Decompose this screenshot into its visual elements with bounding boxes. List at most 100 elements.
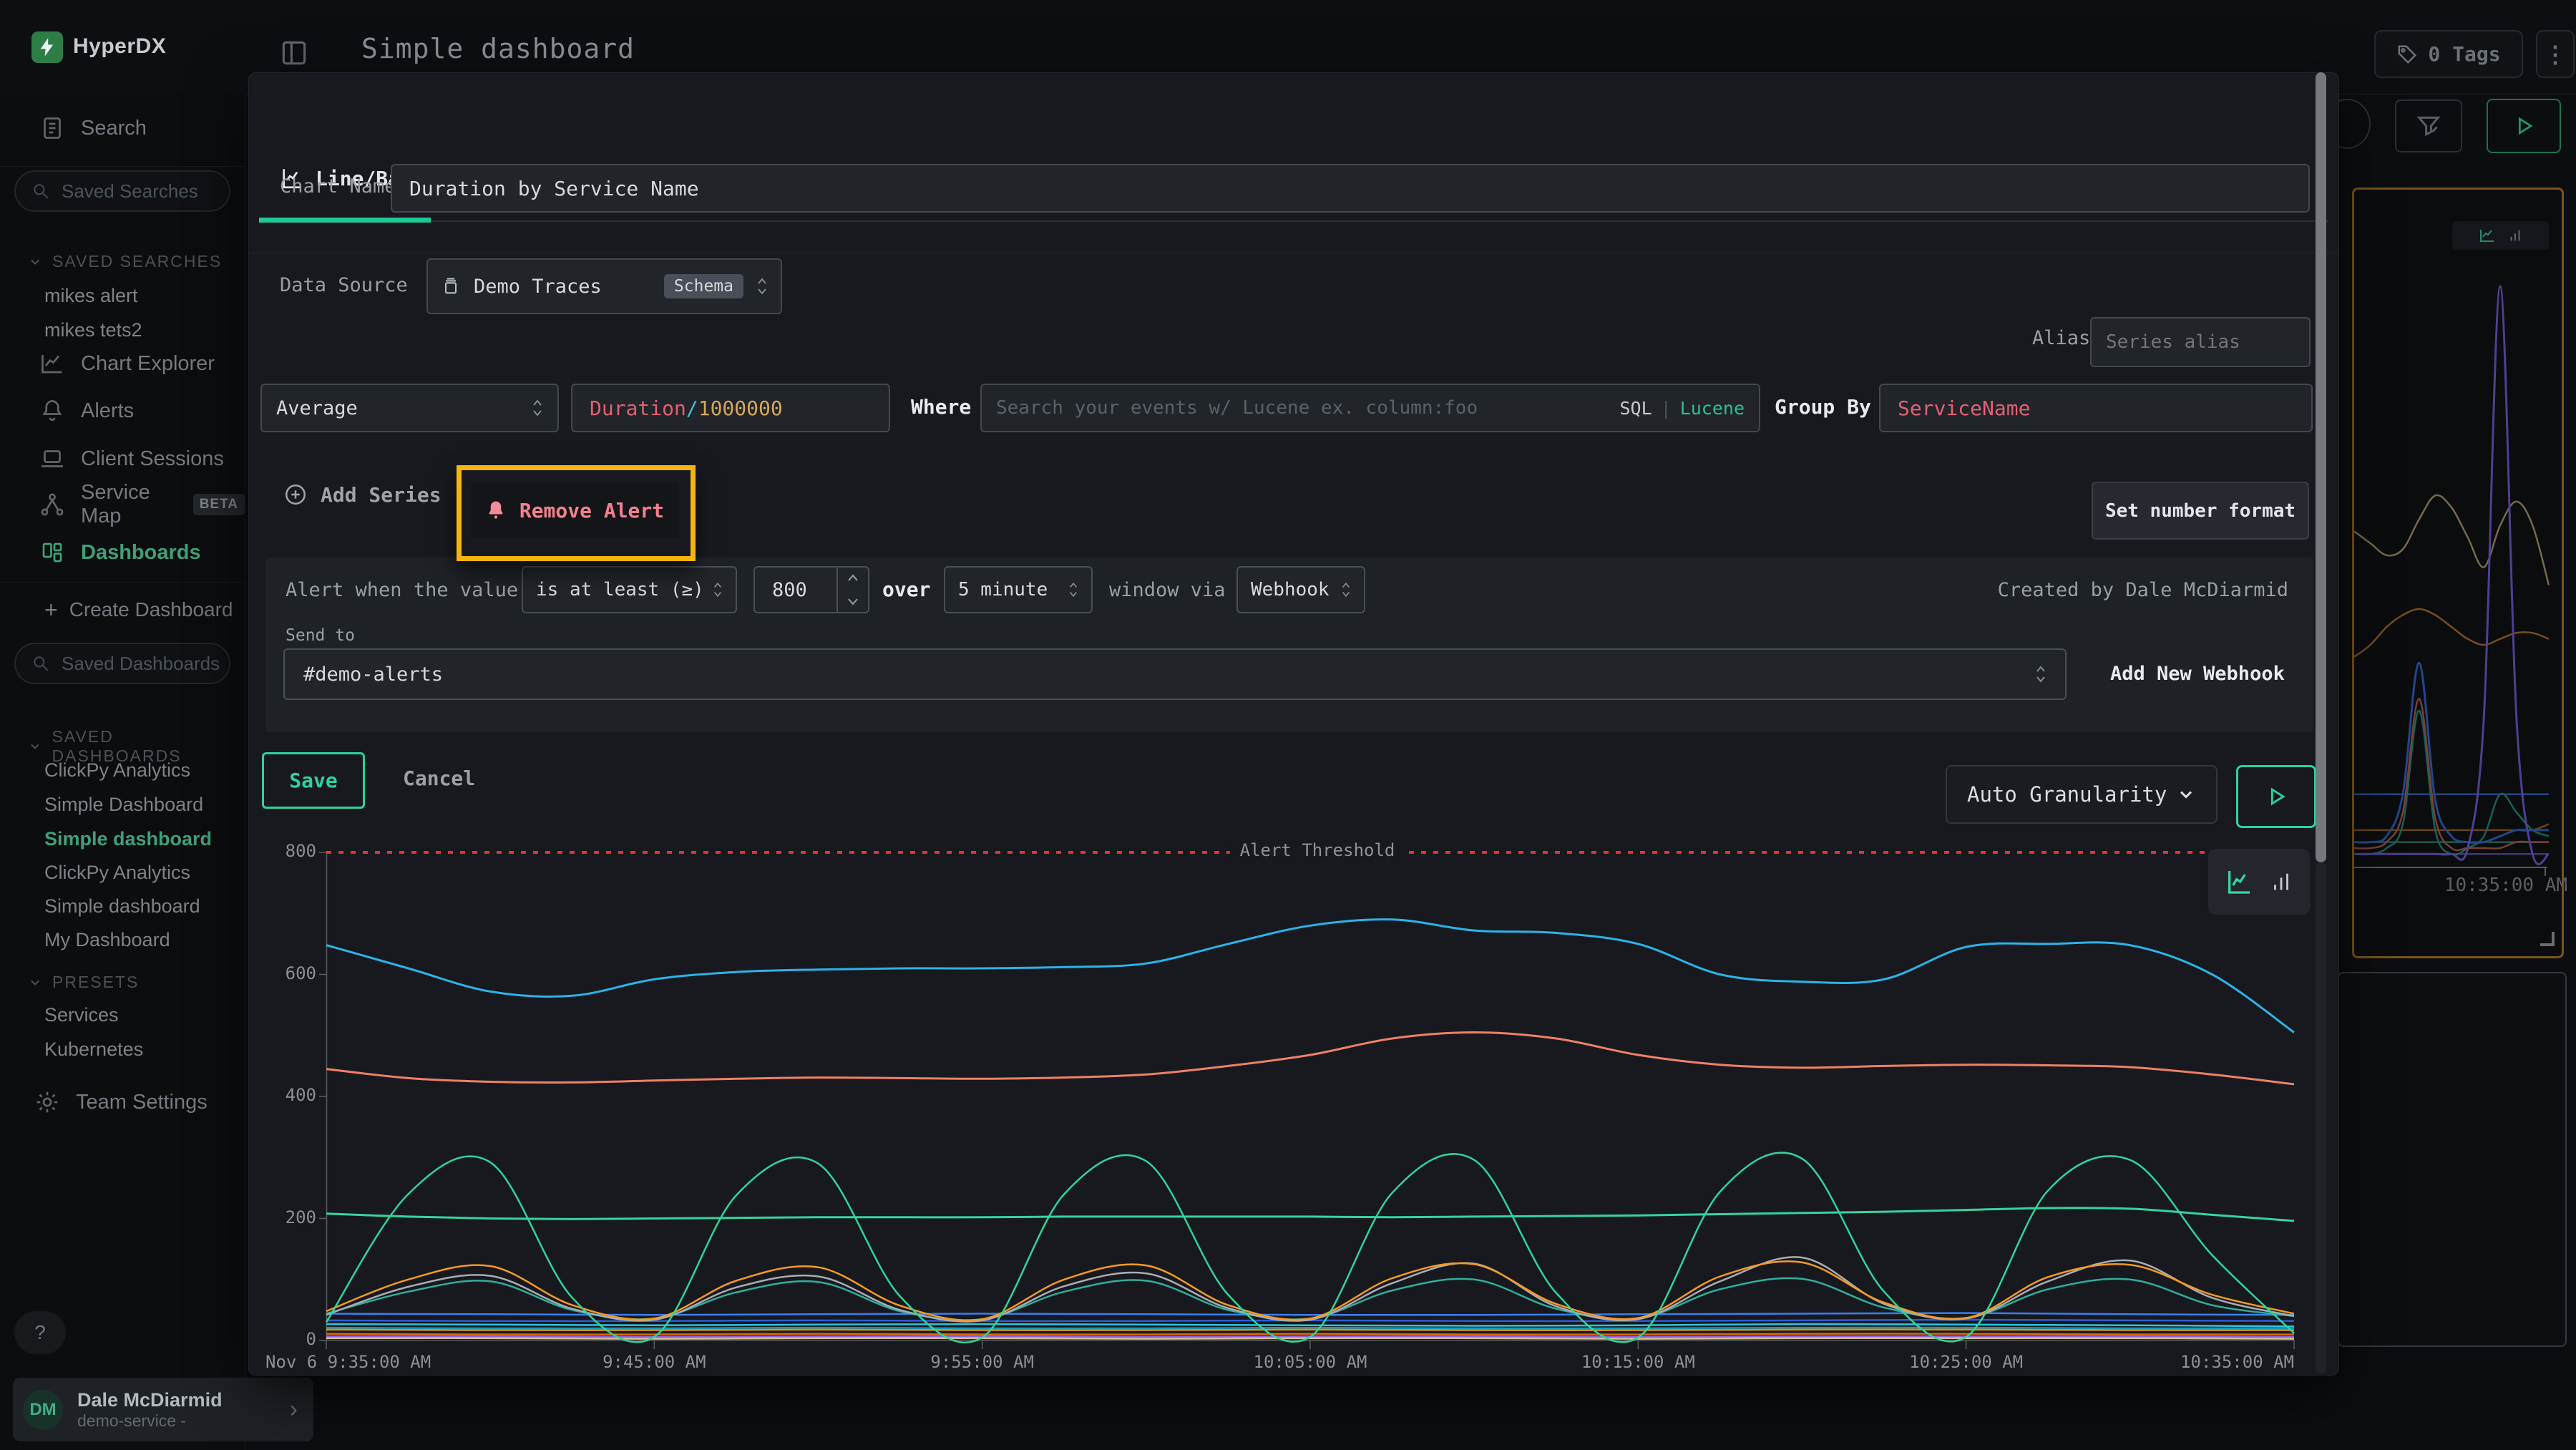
sidebar-item-service-map[interactable]: Service Map BETA xyxy=(0,481,245,527)
chart-series-bg-coral-bump xyxy=(2353,697,2549,852)
user-menu[interactable]: DM Dale McDiarmid demo-service - › xyxy=(13,1378,313,1441)
send-to-select[interactable]: #demo-alerts xyxy=(283,648,2067,700)
y-tick-label: 400 xyxy=(285,1085,316,1105)
sidebar-item-team-settings[interactable]: Team Settings xyxy=(0,1081,245,1123)
saved-dashboard-item[interactable]: My Dashboard xyxy=(44,929,170,950)
saved-searches-section[interactable]: SAVED SEARCHES xyxy=(28,252,222,271)
background-x-tick: 10:35:00 AM xyxy=(2444,875,2567,896)
sidebar-item-chart-explorer[interactable]: Chart Explorer xyxy=(0,343,245,384)
saved-dashboard-item[interactable]: ClickPy Analytics xyxy=(44,862,191,883)
preset-item[interactable]: Kubernetes xyxy=(44,1038,144,1060)
alert-threshold-label: Alert Threshold xyxy=(1229,840,1405,860)
filter-button[interactable] xyxy=(2395,99,2462,152)
chart-series-series-orange-wave xyxy=(326,1260,2295,1322)
sidebar-item-dashboards[interactable]: Dashboards xyxy=(0,532,245,573)
play-icon xyxy=(2270,787,2285,806)
chart-type-toggle[interactable] xyxy=(2208,849,2310,915)
add-new-webhook-button[interactable]: Add New Webhook xyxy=(2110,663,2285,685)
chart-series-series-gray-wave xyxy=(326,1256,2295,1323)
sidebar-item-search[interactable]: Search xyxy=(0,107,245,149)
saved-dashboard-item[interactable]: Simple Dashboard xyxy=(44,794,204,815)
saved-dashboard-item[interactable]: ClickPy Analytics xyxy=(44,759,191,781)
saved-dashboards-section[interactable]: SAVED DASHBOARDS xyxy=(28,727,245,766)
dashboard-panel[interactable] xyxy=(2338,972,2567,1347)
chevron-down-icon xyxy=(31,980,39,986)
user-subtitle: demo-service - xyxy=(77,1411,187,1430)
x-tick-label: 10:15:00 AM xyxy=(1581,1352,1695,1372)
play-icon xyxy=(2518,117,2533,135)
chart-type-toggle-background[interactable] xyxy=(2452,221,2549,250)
saved-dashboard-item[interactable]: Simple dashboard xyxy=(44,895,200,917)
chart-name-input[interactable] xyxy=(391,164,2310,213)
alias-label: Alias xyxy=(2032,327,2091,349)
run-chart-button[interactable] xyxy=(2236,765,2316,828)
modal-scrollbar-thumb[interactable] xyxy=(2316,72,2326,862)
preset-item[interactable]: Services xyxy=(44,1004,119,1026)
where-search-input[interactable]: Search your events w/ Lucene ex. column:… xyxy=(980,384,1760,432)
alias-input[interactable] xyxy=(2090,317,2311,367)
chart-series-bg-teal-bump xyxy=(2353,709,2550,856)
tabs-underline xyxy=(259,220,2328,222)
aggregation-select[interactable]: Average xyxy=(260,384,559,432)
saved-dashboards-input[interactable]: Saved Dashboards xyxy=(14,643,230,684)
sidebar-collapse-icon[interactable] xyxy=(278,37,310,69)
remove-alert-button[interactable]: Remove Alert xyxy=(471,482,678,538)
annotation-highlight-box xyxy=(457,465,696,561)
number-stepper[interactable] xyxy=(836,568,868,612)
chart-series-series-green-wave xyxy=(325,1152,2295,1343)
alert-channel-select[interactable]: Webhook xyxy=(1236,566,1365,613)
select-chevrons-icon xyxy=(713,580,723,600)
granularity-select[interactable]: Auto Granularity xyxy=(1946,765,2218,824)
edit-chart-modal: Line/Bar Table 123 Number Search Markd xyxy=(248,72,2339,1376)
chart-series-bg-blue-bump xyxy=(2353,661,2549,845)
save-button[interactable]: Save xyxy=(262,752,365,809)
data-source-value: Demo Traces xyxy=(474,275,602,298)
kebab-icon: ⋮ xyxy=(2544,40,2567,68)
tag-icon xyxy=(2396,44,2418,65)
saved-search-item[interactable]: mikes alert xyxy=(44,285,138,306)
saved-searches-input[interactable]: Saved Searches xyxy=(14,170,230,212)
saved-search-item[interactable]: mikes tets2 xyxy=(44,319,142,341)
y-tick-label: 0 xyxy=(306,1329,316,1349)
tags-button[interactable]: 0 Tags xyxy=(2374,30,2523,78)
select-chevrons-icon xyxy=(2035,663,2046,685)
select-chevrons-icon xyxy=(756,276,768,297)
select-chevrons-icon xyxy=(532,397,543,419)
select-chevrons-icon xyxy=(1068,580,1078,600)
stepper-up-icon xyxy=(848,574,858,581)
laptop-icon xyxy=(39,446,65,472)
help-button[interactable]: ? xyxy=(14,1311,66,1354)
alert-window-select[interactable]: 5 minute xyxy=(944,566,1093,613)
create-dashboard-button[interactable]: + Create Dashboard xyxy=(44,596,233,623)
modal-scrollbar-track[interactable] xyxy=(2316,862,2326,1374)
cancel-button[interactable]: Cancel xyxy=(403,767,476,790)
run-query-button-background[interactable] xyxy=(2487,99,2561,153)
alert-config-panel: Alert when the value is at least (≥) 800… xyxy=(265,558,2313,732)
hyperdx-logo-icon[interactable] xyxy=(31,31,63,63)
group-by-input[interactable]: ServiceName xyxy=(1879,384,2313,432)
sidebar-item-client-sessions[interactable]: Client Sessions xyxy=(0,438,245,480)
y-tick-label: 600 xyxy=(285,963,316,983)
add-series-button[interactable]: Add Series xyxy=(283,482,441,507)
sidebar-item-alerts[interactable]: Alerts xyxy=(0,390,245,432)
kebab-menu-button[interactable]: ⋮ xyxy=(2536,30,2575,78)
data-source-select[interactable]: Demo Traces Schema xyxy=(426,258,782,314)
field-name: Duration xyxy=(590,396,686,420)
set-number-format-button[interactable]: Set number format xyxy=(2092,482,2309,540)
divisor: 1000000 xyxy=(698,396,783,420)
presets-section[interactable]: PRESETS xyxy=(28,973,139,992)
chevron-right-icon: › xyxy=(289,1396,298,1423)
lucene-toggle[interactable]: Lucene xyxy=(1679,397,1745,419)
chart-series-bg-orange xyxy=(2353,608,2550,658)
field-expression-input[interactable]: Duration/1000000 xyxy=(571,384,890,432)
saved-dashboard-item-active[interactable]: Simple dashboard xyxy=(44,828,213,850)
gear-icon xyxy=(34,1089,60,1115)
user-name: Dale McDiarmid xyxy=(77,1388,223,1411)
alert-condition-select[interactable]: is at least (≥) xyxy=(522,566,737,613)
sql-toggle[interactable]: SQL xyxy=(1619,397,1652,419)
alert-threshold-input[interactable]: 800 xyxy=(753,566,869,613)
line-chart-icon xyxy=(2228,871,2250,894)
chevron-down-icon xyxy=(31,744,39,749)
panel-resize-handle[interactable] xyxy=(2540,932,2555,946)
